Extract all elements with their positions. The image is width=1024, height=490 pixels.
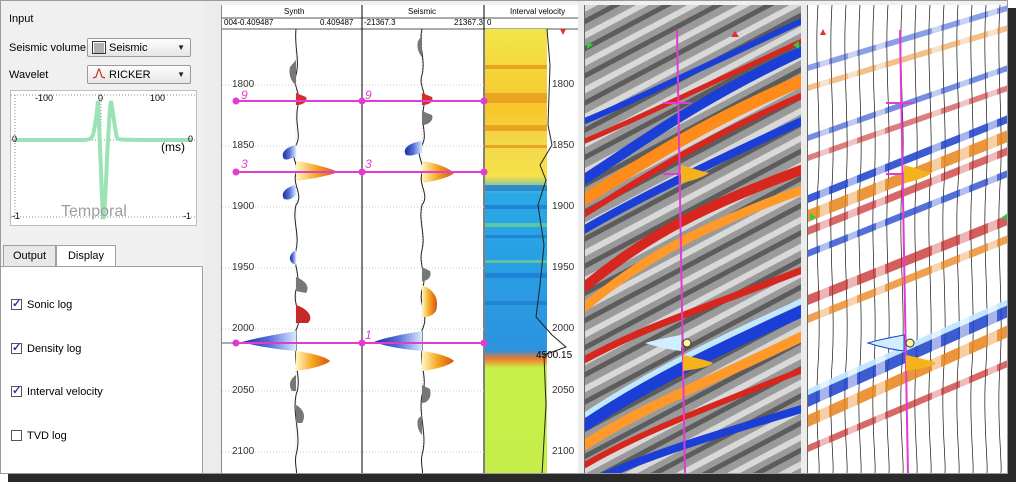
- interval-velocity-min-value: 0: [487, 18, 492, 27]
- input-group-title: Input: [9, 13, 34, 25]
- wavelet-ytick: 0: [12, 134, 18, 144]
- seismic-section-wiggle-graphic: [808, 5, 1007, 473]
- wavelet-ytick: -1: [183, 211, 192, 221]
- depth-tick: 2050: [232, 385, 255, 396]
- depth-tick: 2000: [232, 323, 255, 334]
- velocity-depth-tick: 2100: [552, 446, 575, 457]
- wavelet-ytick: -1: [12, 211, 21, 221]
- checkbox-icon: [11, 430, 22, 441]
- well-log-tracks-graphic: [222, 5, 578, 473]
- tab-output[interactable]: Output: [3, 245, 56, 266]
- wavelet-unit-label: (ms): [161, 140, 185, 154]
- seismic-volume-label: Seismic volume: [9, 42, 87, 54]
- application-window: Input Seismic volume Seismic ▼ Wavelet R…: [0, 0, 1008, 474]
- depth-tick: 2100: [232, 446, 255, 457]
- depth-tick: 1900: [232, 201, 255, 212]
- checkbox-icon: [11, 297, 22, 310]
- marker-label[interactable]: 3: [365, 157, 372, 171]
- seismic-track-title: Seismic: [408, 7, 437, 16]
- depth-tick: 1950: [232, 262, 255, 273]
- well-log-panel: Synth 004-0.409487 0.409487 Seismic -213…: [221, 5, 579, 473]
- chevron-down-icon: ▼: [177, 43, 185, 52]
- interval-velocity-checkbox[interactable]: Interval velocity: [11, 384, 103, 398]
- synth-min-value: 004-0.409487: [224, 18, 274, 27]
- wavelet-domain-label: Temporal: [61, 203, 127, 220]
- seismic-volume-value: Seismic: [109, 42, 148, 54]
- interval-velocity-track-title: Interval velocity: [510, 7, 566, 16]
- tvd-log-label: TVD log: [27, 430, 67, 442]
- interval-velocity-label: Interval velocity: [27, 386, 103, 398]
- velocity-depth-tick: 1950: [552, 262, 575, 273]
- depth-tick: 1850: [232, 140, 255, 151]
- synth-track-title: Synth: [284, 7, 305, 16]
- splitter[interactable]: [578, 1, 584, 473]
- density-log-checkbox[interactable]: Density log: [11, 341, 82, 355]
- seismic-section-wiggle: [807, 5, 1007, 473]
- seismic-min-value: -21367.3: [364, 18, 396, 27]
- tvd-log-checkbox[interactable]: TVD log: [11, 430, 67, 442]
- velocity-depth-tick: 1900: [552, 201, 575, 212]
- chevron-down-icon: ▼: [177, 70, 185, 79]
- wavelet-ytick: 0: [188, 134, 194, 144]
- display-tab-panel: Sonic log Density log Interval velocity …: [1, 266, 203, 473]
- checkbox-icon: [11, 341, 22, 354]
- wavelet-plot-graphic: [11, 94, 196, 221]
- wavelet-xtick: -100: [35, 93, 54, 103]
- marker-label[interactable]: 9: [241, 88, 248, 102]
- velocity-depth-tick: 2000: [552, 323, 575, 334]
- splitter[interactable]: [801, 1, 807, 473]
- window-shadow: [1008, 8, 1016, 482]
- checkbox-icon: [11, 384, 22, 397]
- wavelet-icon: [92, 68, 106, 79]
- synth-max-value: 0.409487: [320, 18, 354, 27]
- sonic-log-label: Sonic log: [27, 299, 73, 311]
- density-log-label: Density log: [27, 343, 82, 355]
- wavelet-label: Wavelet: [9, 69, 49, 81]
- splitter[interactable]: [204, 1, 221, 473]
- settings-panel: Input Seismic volume Seismic ▼ Wavelet R…: [1, 1, 204, 473]
- marker-label[interactable]: 3: [241, 157, 248, 171]
- depth-tick: 1800: [232, 79, 255, 90]
- velocity-depth-tick: 2050: [552, 385, 575, 396]
- interval-velocity-readout: 4500.15: [536, 350, 573, 361]
- seismic-section-color: [584, 5, 801, 473]
- sonic-log-checkbox[interactable]: Sonic log: [11, 297, 73, 311]
- panel-tabs: Output Display: [1, 245, 204, 267]
- seismic-max-value: 21367.3: [454, 18, 483, 27]
- seismic-section-color-graphic: [585, 5, 801, 473]
- wavelet-xtick: 0: [98, 93, 104, 103]
- seismic-volume-select[interactable]: Seismic ▼: [87, 38, 191, 57]
- velocity-depth-tick: 1850: [552, 140, 575, 151]
- wavelet-select[interactable]: RICKER ▼: [87, 65, 191, 84]
- seismic-volume-icon: [92, 41, 106, 54]
- marker-label[interactable]: 9: [365, 88, 372, 102]
- velocity-depth-tick: 1800: [552, 79, 575, 90]
- wavelet-value: RICKER: [109, 69, 151, 81]
- wavelet-preview-plot: -100 0 100 0 0 -1 -1 (ms) Temporal: [10, 90, 197, 226]
- tab-display[interactable]: Display: [56, 245, 116, 267]
- marker-label[interactable]: 1: [365, 328, 372, 342]
- window-shadow: [8, 474, 1016, 482]
- wavelet-xtick: 100: [150, 93, 166, 103]
